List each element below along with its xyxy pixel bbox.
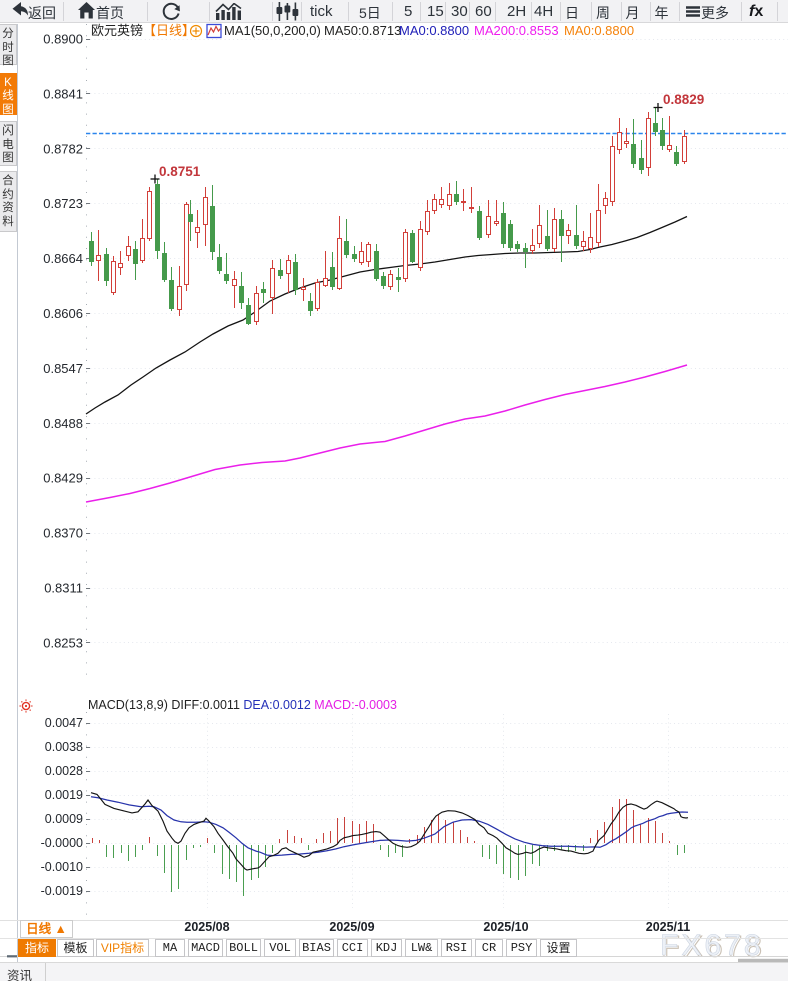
svg-text:2025/10: 2025/10 xyxy=(483,920,528,934)
svg-text:MA50:0.8713: MA50:0.8713 xyxy=(324,23,401,38)
svg-text:MACD(13,8,9) DIFF:0.0011 DEA:0: MACD(13,8,9) DIFF:0.0011 DEA:0.0012 MACD… xyxy=(88,698,397,712)
svg-text:0.8606: 0.8606 xyxy=(43,306,83,321)
svg-text:0.0038: 0.0038 xyxy=(45,740,83,754)
svg-text:MA200:0.8553: MA200:0.8553 xyxy=(474,23,559,38)
svg-text:欧元英镑【日线】: 欧元英镑【日线】 xyxy=(91,23,195,38)
svg-text:0.8488: 0.8488 xyxy=(43,416,83,431)
svg-text:0.8829: 0.8829 xyxy=(663,92,704,107)
svg-text:2025/09: 2025/09 xyxy=(329,920,374,934)
svg-text:0.8311: 0.8311 xyxy=(44,581,83,596)
svg-text:-0.0019: -0.0019 xyxy=(41,884,83,898)
svg-text:0.0009: 0.0009 xyxy=(45,812,83,826)
svg-text:-0.0000: -0.0000 xyxy=(41,836,83,850)
svg-text:2025/08: 2025/08 xyxy=(184,920,229,934)
svg-text:0.8664: 0.8664 xyxy=(43,251,83,266)
svg-text:0.0019: 0.0019 xyxy=(45,788,83,802)
svg-text:0.8782: 0.8782 xyxy=(43,141,83,156)
svg-text:-0.0010: -0.0010 xyxy=(41,860,83,874)
svg-text:2025/11: 2025/11 xyxy=(646,920,691,934)
svg-text:0.0047: 0.0047 xyxy=(45,716,83,730)
svg-text:0.8370: 0.8370 xyxy=(43,526,83,541)
svg-text:0.8547: 0.8547 xyxy=(43,361,83,376)
svg-text:0.8841: 0.8841 xyxy=(43,86,83,101)
svg-text:0.8253: 0.8253 xyxy=(43,635,83,650)
svg-text:0.8900: 0.8900 xyxy=(43,32,83,47)
svg-text:0.8723: 0.8723 xyxy=(43,196,83,211)
svg-text:0.0028: 0.0028 xyxy=(45,764,83,778)
svg-text:0.8429: 0.8429 xyxy=(43,471,83,486)
svg-text:MA1(50,0,200,0): MA1(50,0,200,0) xyxy=(224,23,321,38)
svg-text:FX678: FX678 xyxy=(662,931,765,964)
svg-text:0.8751: 0.8751 xyxy=(159,164,201,179)
svg-text:MA0:0.8800: MA0:0.8800 xyxy=(564,23,634,38)
svg-text:MA0:0.8800: MA0:0.8800 xyxy=(399,23,469,38)
